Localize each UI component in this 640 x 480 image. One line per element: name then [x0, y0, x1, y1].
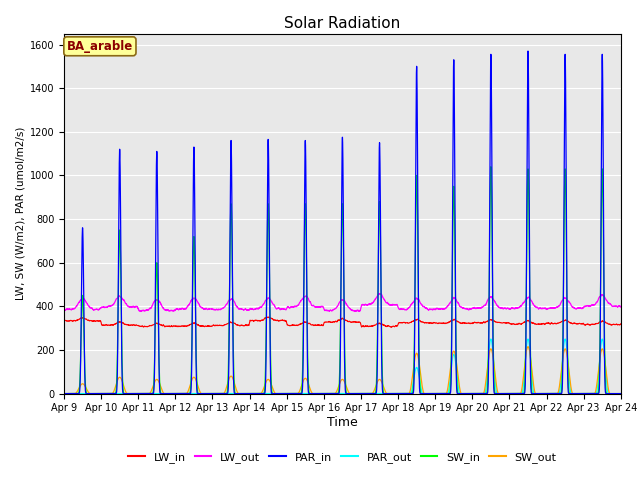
Line: PAR_in: PAR_in	[64, 51, 621, 394]
LW_in	[575, 321, 582, 326]
LW_out	[468, 306, 476, 312]
LW_out	[375, 291, 383, 297]
LW_in	[468, 321, 476, 326]
SW_in	[617, 391, 625, 396]
PAR_out	[349, 391, 357, 396]
PAR_in	[468, 391, 476, 396]
PAR_out	[61, 391, 69, 396]
Legend: LW_in, LW_out, PAR_in, PAR_out, SW_in, SW_out: LW_in, LW_out, PAR_in, PAR_out, SW_in, S…	[124, 447, 561, 467]
SW_in	[468, 391, 476, 396]
LW_out	[243, 307, 251, 313]
SW_out	[349, 391, 357, 396]
LW_in	[60, 318, 68, 324]
SW_out	[617, 391, 625, 396]
SW_in	[61, 391, 69, 396]
Line: SW_out: SW_out	[64, 347, 621, 394]
LW_out	[617, 304, 625, 310]
SW_out	[419, 385, 426, 391]
LW_in	[349, 319, 357, 325]
X-axis label: Time: Time	[327, 416, 358, 429]
SW_out	[60, 391, 68, 396]
SW_in	[60, 391, 68, 396]
Title: Solar Radiation: Solar Radiation	[284, 16, 401, 31]
PAR_in	[61, 391, 69, 396]
SW_out	[524, 344, 532, 349]
LW_in	[419, 319, 427, 325]
LW_out	[60, 307, 68, 312]
PAR_out	[60, 391, 68, 396]
LW_in	[61, 318, 69, 324]
SW_in	[575, 391, 582, 396]
Line: SW_in: SW_in	[64, 167, 621, 394]
PAR_out	[419, 391, 426, 396]
PAR_out	[243, 391, 251, 396]
SW_out	[243, 391, 251, 396]
SW_in	[487, 164, 495, 169]
PAR_in	[419, 391, 426, 396]
SW_in	[349, 391, 357, 396]
Line: LW_in: LW_in	[64, 317, 621, 327]
Line: LW_out: LW_out	[64, 294, 621, 312]
PAR_in	[575, 391, 582, 396]
PAR_out	[575, 391, 582, 396]
LW_out	[575, 305, 582, 311]
Line: PAR_out: PAR_out	[64, 339, 621, 394]
LW_out	[419, 303, 427, 309]
SW_out	[61, 391, 69, 396]
SW_out	[575, 391, 582, 396]
SW_out	[468, 391, 476, 396]
LW_in	[243, 323, 251, 329]
LW_in	[264, 314, 272, 320]
PAR_in	[243, 391, 251, 396]
SW_in	[243, 391, 251, 396]
PAR_out	[487, 336, 495, 342]
PAR_in	[524, 48, 532, 54]
LW_out	[349, 308, 357, 313]
LW_out	[137, 309, 145, 314]
PAR_out	[617, 391, 625, 396]
PAR_in	[60, 391, 68, 396]
PAR_in	[617, 391, 625, 396]
Text: BA_arable: BA_arable	[67, 40, 133, 53]
Y-axis label: LW, SW (W/m2), PAR (umol/m2/s): LW, SW (W/m2), PAR (umol/m2/s)	[15, 127, 26, 300]
LW_in	[387, 324, 395, 330]
LW_in	[617, 321, 625, 327]
PAR_out	[468, 391, 476, 396]
PAR_in	[349, 391, 357, 396]
SW_in	[419, 391, 426, 396]
LW_out	[61, 307, 69, 312]
